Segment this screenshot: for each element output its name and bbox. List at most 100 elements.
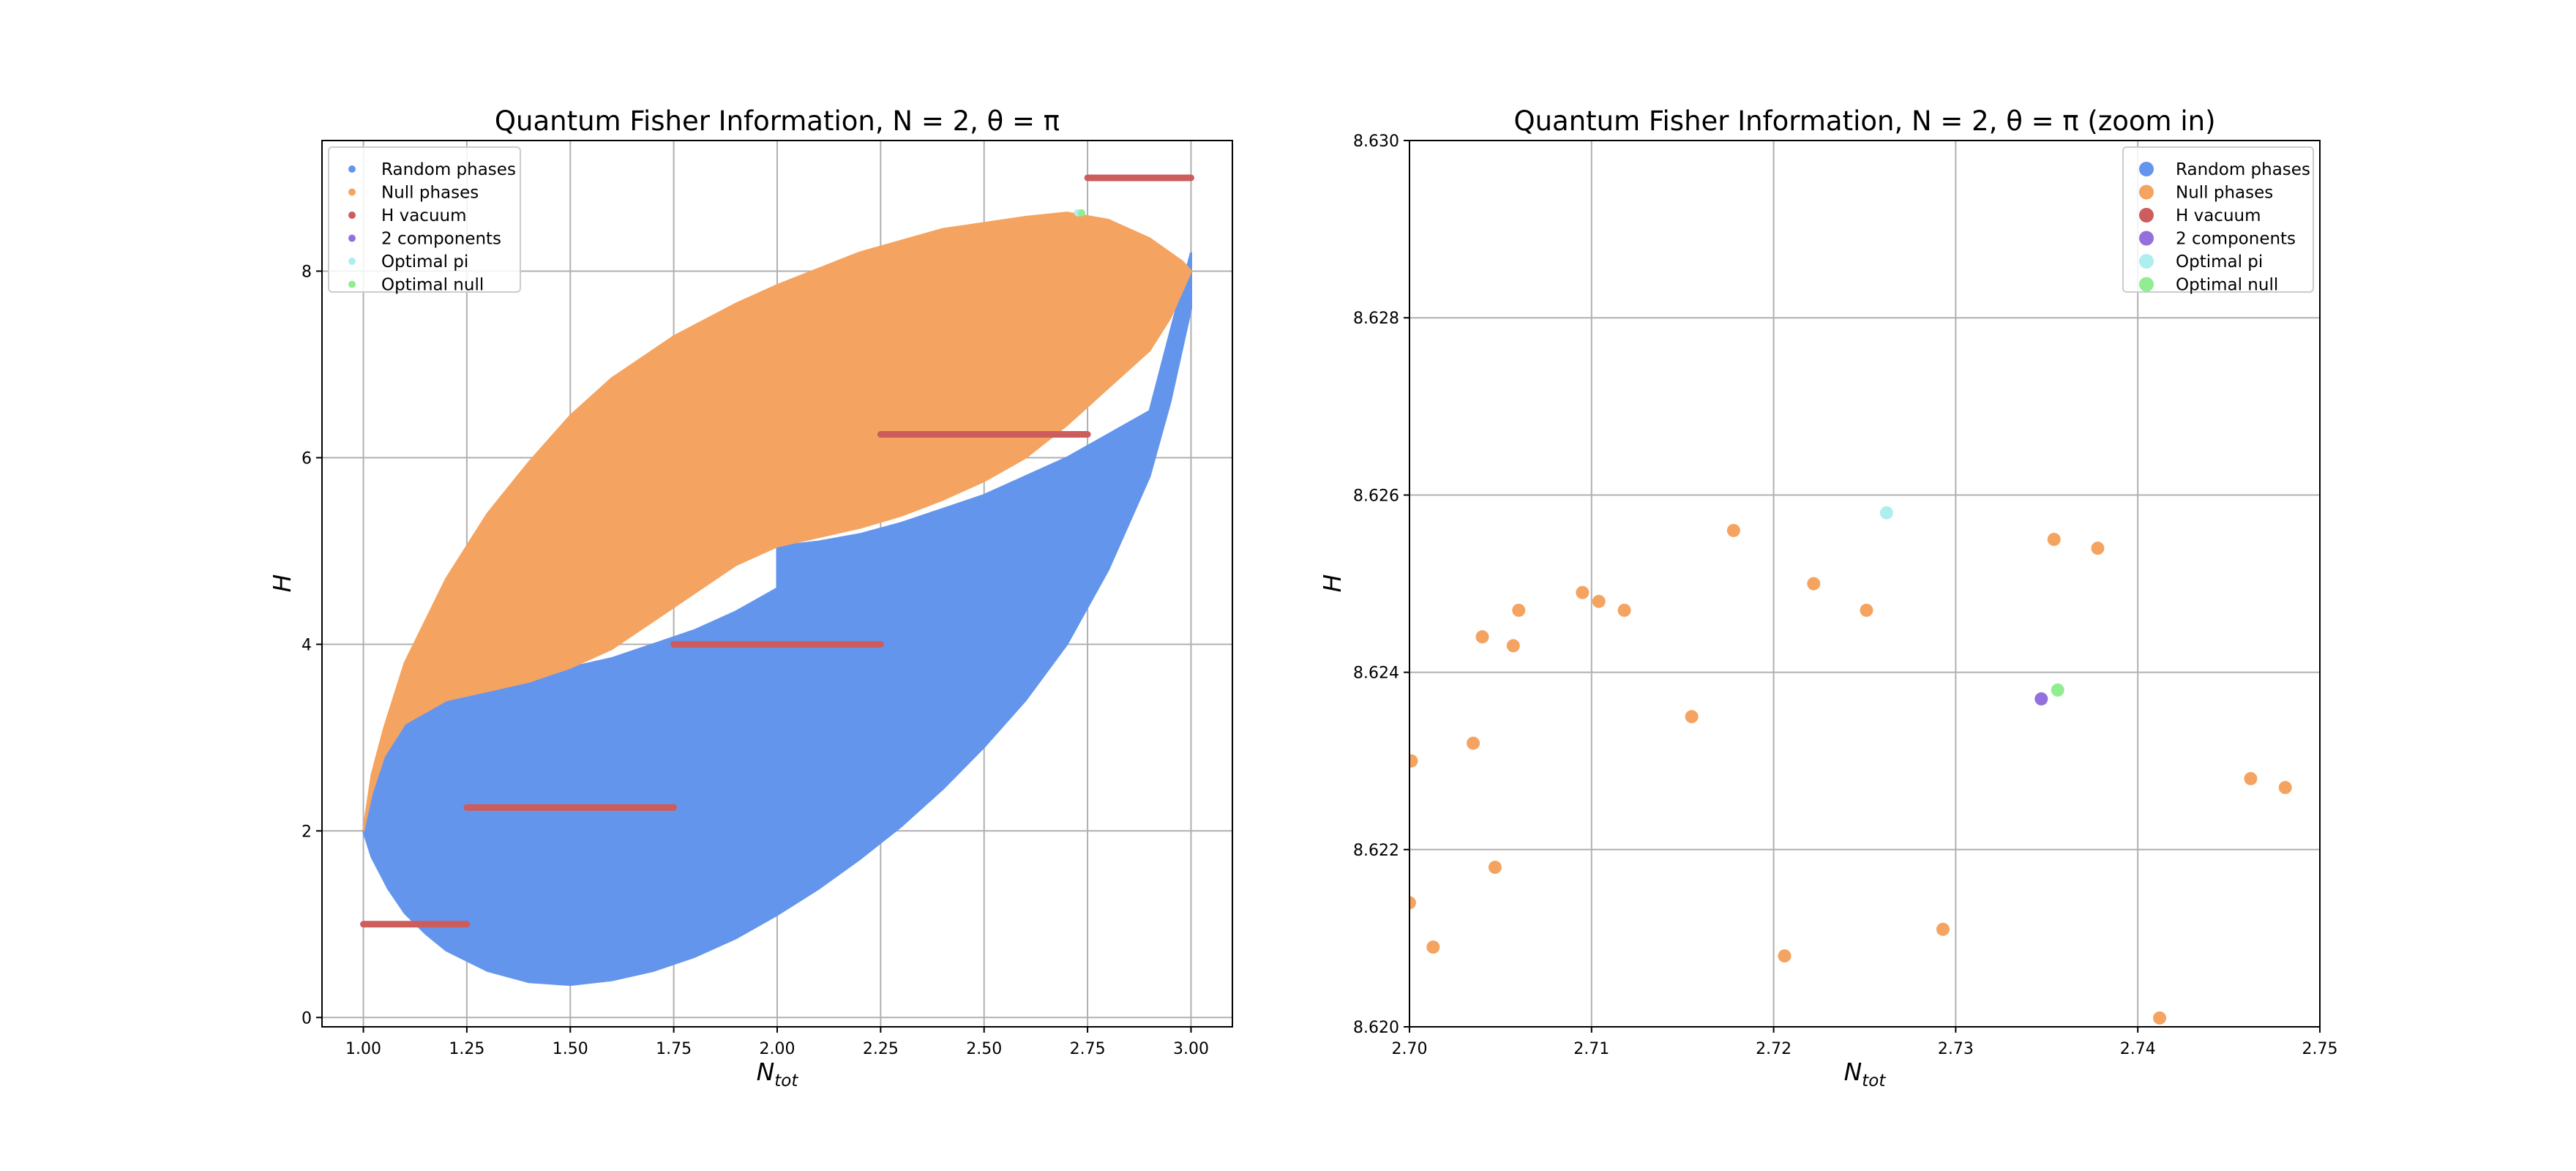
series-optimal-pi	[1879, 506, 1893, 520]
point-null-phases	[2091, 542, 2105, 555]
y-ticks-right: 8.620 8.622 8.624 8.626 8.628 8.630	[1353, 132, 1409, 1037]
x-tick-label: 2.74	[2120, 1040, 2156, 1058]
legend-marker	[348, 258, 356, 265]
point-optimal-null	[2051, 683, 2064, 697]
series-h-vacuum	[360, 174, 1194, 928]
series-optimal-null	[1077, 209, 1085, 217]
y-tick-label: 0	[302, 1009, 312, 1028]
x-tick-label: 2.50	[966, 1040, 1002, 1058]
legend-item: H vacuum	[348, 206, 467, 225]
legend-marker	[348, 188, 356, 196]
y-tick-label: 8.628	[1353, 310, 1399, 328]
legend-item: 2 components	[2139, 230, 2296, 249]
legend-item: Optimal pi	[2139, 252, 2263, 272]
point-optimal-null	[1077, 209, 1085, 217]
x-tick-label: 3.00	[1173, 1040, 1209, 1058]
x-tick-label: 2.25	[863, 1040, 899, 1058]
point-null-phases	[1475, 630, 1489, 644]
legend-item: Optimal null	[2139, 276, 2278, 295]
point-null-phases	[1860, 603, 1873, 617]
x-tick-label: 2.70	[1392, 1040, 1428, 1058]
y-tick-label: 8.624	[1353, 665, 1399, 683]
legend-label: Optimal null	[381, 276, 484, 295]
y-tick-label: 2	[302, 823, 312, 841]
legend-label: Random phases	[381, 160, 516, 179]
x-ticks-left: 1.00 1.25 1.50 1.75 2.00 2.25 2.50 2.75 3.00	[345, 1027, 1209, 1058]
legend-label: Optimal pi	[2176, 252, 2263, 272]
y-tick-label: 8.630	[1353, 132, 1399, 151]
point-null-phases	[1685, 710, 1699, 724]
chart-right: 2.70 2.71 2.72 2.73 2.74 2.75 8.620 8.622 8.624…	[1318, 105, 2337, 1090]
legend-marker	[2139, 208, 2154, 222]
legend-label: 2 components	[381, 230, 501, 249]
point-null-phases	[1576, 586, 1590, 599]
point-optimal-pi	[1879, 506, 1893, 520]
x-tick-label: 2.75	[1070, 1040, 1106, 1058]
legend-item: Null phases	[348, 184, 479, 203]
legend-box	[328, 146, 521, 293]
point-null-phases	[1617, 603, 1631, 617]
data-marks-left	[360, 174, 1194, 987]
point-null-phases	[1506, 639, 1520, 653]
legend-item: Optimal null	[348, 276, 484, 295]
legend-box	[2122, 146, 2314, 293]
y-tick-label: 8.626	[1353, 487, 1399, 505]
point-null-phases	[1807, 577, 1821, 591]
y-axis-label-left: H	[268, 575, 296, 593]
legend-marker	[348, 165, 356, 173]
chart-title-left: Quantum Fisher Information, N = 2, θ = π	[495, 105, 1060, 137]
series-null-phases	[362, 212, 1193, 831]
y-tick-label: 8.620	[1353, 1019, 1399, 1037]
y-tick-label: 8.622	[1353, 842, 1399, 860]
legend-marker	[2139, 162, 2154, 176]
x-tick-label: 1.25	[449, 1040, 484, 1058]
legend-label: Null phases	[2176, 184, 2273, 203]
region-null-phases	[362, 212, 1193, 831]
point-null-phases	[1512, 603, 1526, 617]
point-null-phases	[1936, 922, 1950, 936]
legend-item: Random phases	[2139, 160, 2310, 179]
y-tick-label: 6	[302, 449, 312, 468]
legend-marker	[2139, 184, 2154, 200]
legend-item: 2 components	[348, 230, 501, 249]
legend-item: Optimal pi	[348, 252, 468, 272]
point-null-phases	[1467, 736, 1480, 750]
legend-label: 2 components	[2176, 230, 2296, 249]
legend-label: Null phases	[381, 184, 479, 203]
legend-left: Random phases Null phases H vacuum 2 compon…	[328, 146, 521, 295]
x-tick-label: 2.71	[1573, 1040, 1609, 1058]
point-null-phases	[1426, 940, 1440, 954]
x-tick-label: 2.72	[1756, 1040, 1791, 1058]
x-tick-label: 2.73	[1938, 1040, 1974, 1058]
series-optimal-null	[2051, 683, 2064, 697]
legend-item: Null phases	[2139, 184, 2273, 203]
y-axis-label-right: H	[1318, 575, 1347, 593]
x-axis-label-right: Ntot	[1844, 1058, 1887, 1090]
point-null-phases	[2244, 771, 2258, 785]
point-null-phases	[1726, 523, 1740, 537]
chart-title-right: Quantum Fisher Information, N = 2, θ = π…	[1513, 105, 2215, 137]
chart-left: 1.00 1.25 1.50 1.75 2.00 2.25 2.50 2.75 3.00 0 2 4…	[268, 105, 1233, 1090]
y-tick-label: 8	[302, 263, 312, 281]
y-tick-label: 4	[302, 636, 312, 654]
series-2-components	[2034, 692, 2048, 706]
legend-label: Random phases	[2176, 160, 2310, 179]
legend-marker	[348, 212, 356, 219]
legend-right: Random phases Null phases H vacuum 2 compon…	[2122, 146, 2314, 295]
legend-label: Optimal pi	[381, 252, 468, 272]
series-random-phases	[362, 252, 1192, 987]
legend-label: H vacuum	[2176, 206, 2261, 225]
point-null-phases	[1409, 896, 1416, 910]
legend-marker	[348, 234, 356, 242]
x-tick-label: 1.50	[553, 1040, 588, 1058]
point-null-phases	[1409, 754, 1418, 768]
x-tick-label: 1.75	[656, 1040, 692, 1058]
legend-item: Random phases	[348, 160, 516, 179]
legend-item: H vacuum	[2139, 206, 2261, 225]
legend-label: Optimal null	[2176, 276, 2278, 295]
x-axis-label-left: Ntot	[757, 1058, 799, 1090]
x-tick-label: 2.75	[2302, 1040, 2338, 1058]
point-null-phases	[1778, 949, 1791, 963]
legend-marker	[2139, 231, 2154, 246]
x-tick-label: 2.00	[760, 1040, 795, 1058]
